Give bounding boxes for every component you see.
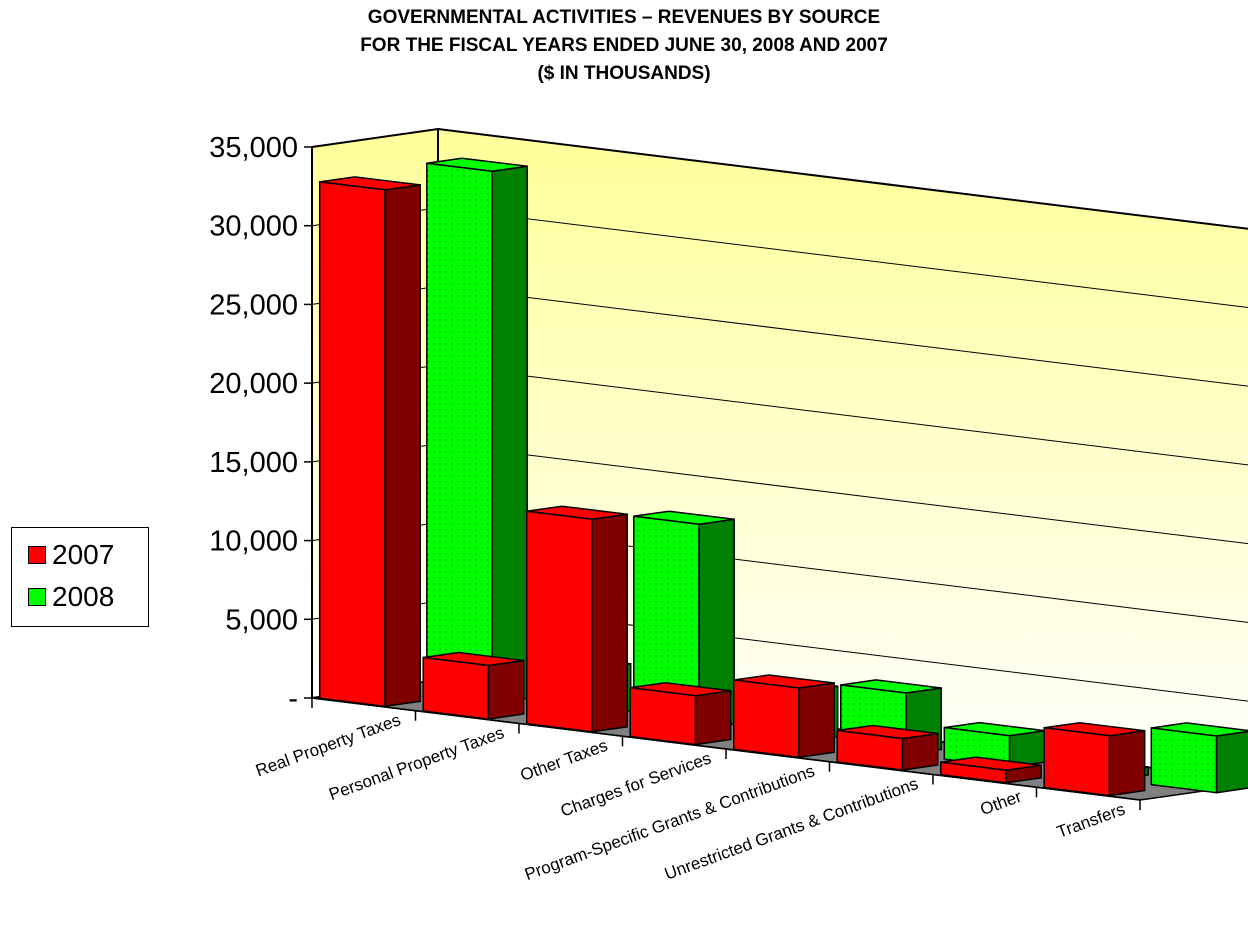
bar-2007-5: [732, 674, 835, 759]
bar-2007-2: [422, 651, 525, 720]
bar-side: [694, 689, 732, 746]
y-tick-label: 35,000: [209, 132, 298, 164]
y-axis: - 5,000 10,000 15,000 20,000 25,000 30,000 35,0…: [209, 132, 313, 715]
bar-side: [1108, 729, 1146, 797]
bar-2007-6: [836, 724, 939, 771]
y-tick-label: 20,000: [209, 368, 298, 400]
bar-front: [732, 679, 800, 759]
bar-2008-6: [943, 721, 1046, 769]
bar-front: [629, 686, 697, 746]
bar-texture: [944, 727, 1010, 768]
x-tick-label: Transfers: [1054, 800, 1127, 842]
bar-side: [591, 513, 628, 733]
bar-side: [384, 184, 421, 708]
bar-2008-3: [633, 510, 735, 730]
bar-side: [491, 165, 528, 705]
bar-side: [1215, 730, 1248, 794]
y-tick-label: 30,000: [209, 211, 298, 243]
y-tick-label: 15,000: [209, 447, 298, 479]
bars: [318, 157, 1248, 797]
bar-2007-1: [318, 176, 421, 708]
legend-label-2008: 2008: [52, 581, 115, 612]
legend-swatch-2008: [28, 588, 46, 606]
bar-2007-8: [1043, 721, 1146, 797]
bar-front: [422, 656, 490, 720]
legend-item-2007: 2007: [28, 538, 114, 572]
legend-label-2007: 2007: [52, 539, 115, 570]
bar-texture: [426, 163, 492, 704]
x-tick-label: Other: [978, 787, 1025, 820]
bar-texture: [633, 516, 699, 729]
bar-side: [901, 732, 939, 771]
bar-front: [1043, 726, 1111, 797]
bar-2008-8: [1150, 722, 1248, 794]
chart-title: Governmental Activities – Revenues by So…: [0, 4, 1248, 88]
bar-2007-7: [939, 756, 1042, 784]
chart-title-line-1: Governmental Activities – Revenues by So…: [367, 7, 881, 28]
y-tick-label: 10,000: [209, 526, 298, 558]
y-tick-label: 25,000: [209, 289, 298, 321]
chart-title-line-3: ($ In Thousands): [537, 63, 711, 84]
bar-side: [798, 682, 835, 759]
legend: 2007 2008: [11, 527, 149, 627]
chart-title-line-2: For the Fiscal Years Ended June 30, 2008…: [360, 35, 888, 56]
bar-2008-1: [426, 157, 528, 705]
y-tick-label: 5,000: [225, 604, 298, 636]
bar-side: [487, 659, 525, 720]
x-tick-label: Other Taxes: [518, 736, 610, 785]
bar-2007-3: [525, 505, 628, 733]
bar-texture: [1151, 728, 1217, 793]
legend-swatch-2007: [28, 546, 46, 564]
bar-front: [525, 510, 593, 733]
bar-2007-4: [629, 681, 732, 746]
bar-front: [318, 181, 386, 708]
x-tick-label: Unrestricted Grants & Contributions: [662, 774, 921, 884]
legend-item-2008: 2008: [28, 580, 114, 614]
y-tick-label: -: [288, 683, 298, 715]
